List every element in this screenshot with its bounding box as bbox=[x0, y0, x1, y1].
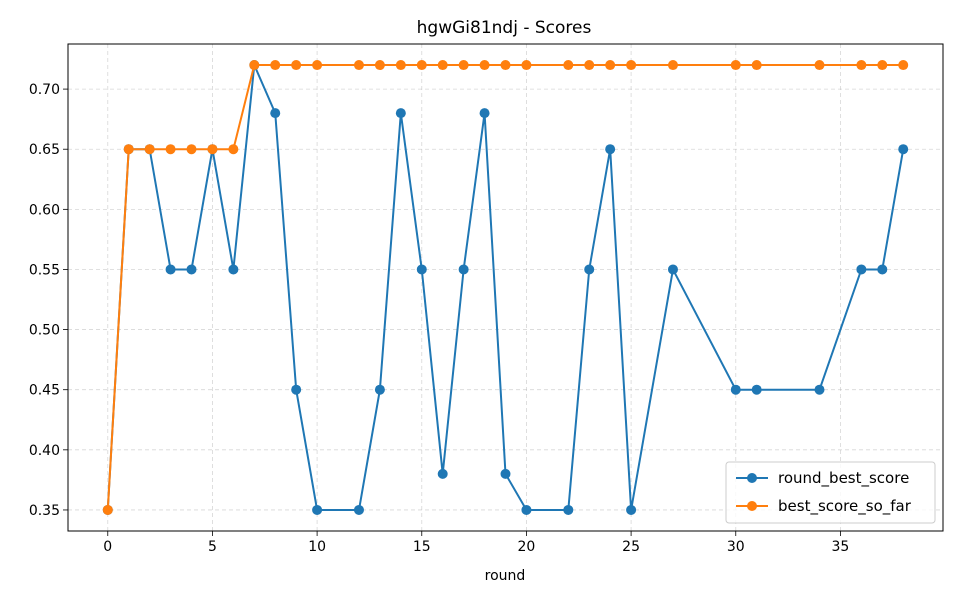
data-point bbox=[416, 264, 427, 275]
grid-layer bbox=[68, 44, 943, 531]
data-point bbox=[102, 504, 113, 515]
data-point bbox=[563, 504, 574, 515]
data-point bbox=[270, 108, 281, 119]
data-point bbox=[165, 144, 176, 155]
y-tick-label: 0.60 bbox=[29, 202, 60, 218]
x-tick-label: 35 bbox=[832, 539, 850, 555]
x-tick-label: 0 bbox=[103, 539, 112, 555]
data-point bbox=[123, 144, 134, 155]
x-axis-label: round bbox=[485, 568, 526, 584]
y-tick-label: 0.35 bbox=[29, 503, 60, 519]
data-point bbox=[207, 144, 218, 155]
data-point bbox=[605, 60, 616, 71]
y-tick-label: 0.55 bbox=[29, 262, 60, 278]
data-point bbox=[898, 144, 909, 155]
data-point bbox=[605, 144, 616, 155]
data-point bbox=[877, 264, 888, 275]
data-point bbox=[584, 60, 595, 71]
data-point bbox=[584, 264, 595, 275]
data-point bbox=[751, 384, 762, 395]
data-point bbox=[626, 60, 637, 71]
x-tick-label: 5 bbox=[208, 539, 217, 555]
data-point bbox=[856, 264, 867, 275]
data-point bbox=[395, 60, 406, 71]
data-point bbox=[458, 60, 469, 71]
data-point bbox=[500, 468, 511, 479]
data-point bbox=[228, 144, 239, 155]
data-point bbox=[374, 384, 385, 395]
series-best-score-so-far bbox=[102, 60, 909, 515]
data-point bbox=[479, 60, 490, 71]
data-point bbox=[563, 60, 574, 71]
tick-layer: 0 5 10 15 20 25 30 35 0.35 0.40 0.45 0.50 0.55 0.60 0.… bbox=[29, 82, 850, 555]
data-point bbox=[814, 384, 825, 395]
data-point bbox=[898, 60, 909, 71]
data-point bbox=[312, 60, 323, 71]
legend-marker bbox=[747, 501, 757, 511]
data-point bbox=[353, 60, 364, 71]
legend-marker bbox=[747, 473, 757, 483]
data-point bbox=[144, 144, 155, 155]
data-point bbox=[521, 504, 532, 515]
x-tick-label: 20 bbox=[518, 539, 536, 555]
data-point bbox=[416, 60, 427, 71]
data-point bbox=[479, 108, 490, 119]
data-point bbox=[730, 384, 741, 395]
data-point bbox=[667, 264, 678, 275]
y-tick-label: 0.45 bbox=[29, 383, 60, 399]
series-layer bbox=[102, 60, 909, 515]
y-tick-label: 0.40 bbox=[29, 443, 60, 459]
legend: round_best_score best_score_so_far bbox=[725, 461, 936, 524]
data-point bbox=[521, 60, 532, 71]
data-point bbox=[751, 60, 762, 71]
data-point bbox=[877, 60, 888, 71]
y-tick-label: 0.65 bbox=[29, 142, 60, 158]
data-point bbox=[228, 264, 239, 275]
data-point bbox=[814, 60, 825, 71]
data-point bbox=[730, 60, 741, 71]
data-point bbox=[249, 60, 260, 71]
plot-area-frame bbox=[67, 43, 944, 532]
data-point bbox=[291, 384, 302, 395]
data-point bbox=[500, 60, 511, 71]
data-point bbox=[186, 264, 197, 275]
x-tick-label: 30 bbox=[727, 539, 745, 555]
legend-box bbox=[725, 461, 936, 524]
data-point bbox=[165, 264, 176, 275]
data-point bbox=[291, 60, 302, 71]
data-point bbox=[437, 468, 448, 479]
data-point bbox=[667, 60, 678, 71]
legend-label: round_best_score bbox=[778, 469, 909, 488]
data-point bbox=[312, 504, 323, 515]
data-point bbox=[437, 60, 448, 71]
data-point bbox=[395, 108, 406, 119]
x-tick-label: 15 bbox=[413, 539, 431, 555]
x-tick-label: 10 bbox=[308, 539, 326, 555]
data-point bbox=[374, 60, 385, 71]
legend-label: best_score_so_far bbox=[778, 497, 912, 516]
y-tick-label: 0.70 bbox=[29, 82, 60, 98]
data-point bbox=[458, 264, 469, 275]
data-point bbox=[856, 60, 867, 71]
chart-title: hgwGi81ndj - Scores bbox=[417, 18, 592, 38]
y-tick-label: 0.50 bbox=[29, 323, 60, 339]
data-point bbox=[626, 504, 637, 515]
x-tick-label: 25 bbox=[622, 539, 640, 555]
data-point bbox=[270, 60, 281, 71]
data-point bbox=[353, 504, 364, 515]
data-point bbox=[186, 144, 197, 155]
